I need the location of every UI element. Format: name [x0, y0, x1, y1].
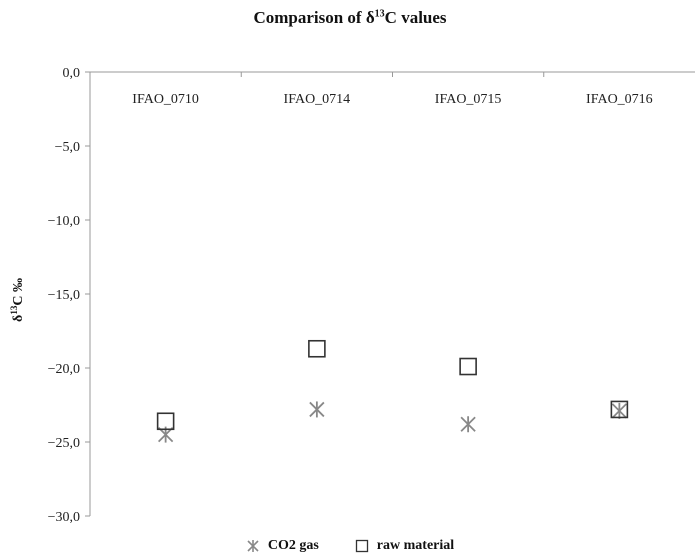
raw-material-point: [610, 400, 629, 419]
legend-label: CO2 gas: [267, 538, 319, 553]
legend-item-raw-material: raw material: [355, 538, 454, 554]
raw-material-point: [459, 357, 477, 376]
co2-gas-point: [460, 416, 476, 433]
y-tick-label: −5,0: [55, 140, 80, 155]
y-tick-label: −10,0: [48, 214, 80, 229]
category-label: IFAO_0710: [132, 92, 199, 107]
category-label: IFAO_0715: [435, 92, 502, 107]
raw-material-point: [156, 412, 175, 431]
legend-label: raw material: [376, 538, 455, 553]
category-label: IFAO_0714: [284, 92, 351, 107]
y-tick-label: 0,0: [63, 66, 81, 81]
category-labels: IFAO_0710 IFAO_0714 IFAO_0715 IFAO_0716: [132, 92, 652, 107]
data-points: [156, 339, 629, 443]
y-tick-label: −30,0: [48, 510, 80, 525]
chart-title: Comparison of δ13C values: [253, 8, 447, 27]
axes: [89, 71, 695, 516]
y-ticks: 0,0 −5,0 −10,0 −15,0 −20,0 −25,0 −30,0: [48, 66, 90, 525]
square-icon: [355, 539, 368, 553]
legend: CO2 gas raw material: [0, 538, 700, 554]
category-label: IFAO_0716: [586, 92, 653, 107]
y-tick-label: −20,0: [48, 362, 80, 377]
asterisk-icon: [247, 540, 259, 552]
y-tick-label: −25,0: [48, 436, 80, 451]
raw-material-point: [308, 339, 326, 358]
y-axis-label: δ13C ‰: [9, 278, 26, 322]
y-tick-label: −15,0: [48, 288, 80, 303]
co2-gas-point: [309, 401, 325, 418]
co2-gas-point: [611, 402, 628, 419]
legend-item-co2-gas: CO2 gas: [246, 538, 319, 554]
